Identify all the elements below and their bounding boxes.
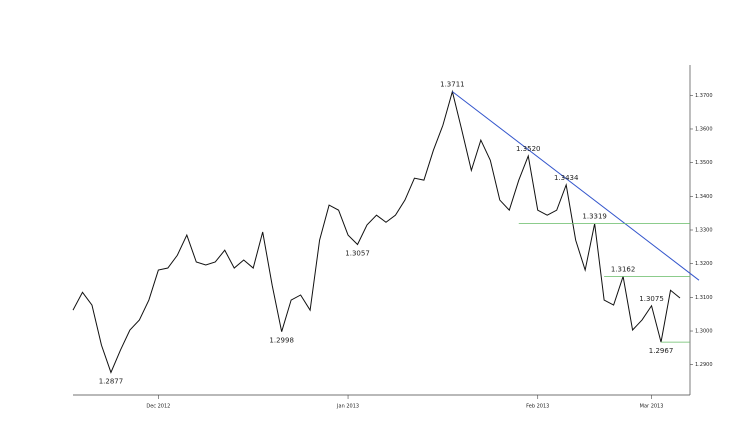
trendline — [452, 91, 700, 281]
y-tick-label: 1.3000 — [695, 329, 713, 335]
y-tick-label: 1.3400 — [695, 194, 713, 200]
annotation: 1.3057 — [345, 249, 370, 257]
y-tick-label: 1.3300 — [695, 228, 713, 234]
y-tick-label: 1.2900 — [695, 362, 713, 368]
annotation: 1.2967 — [649, 347, 674, 355]
annotation: 1.3434 — [554, 174, 579, 182]
annotation: 1.2877 — [99, 377, 124, 385]
x-month-label: Dec 2012 — [146, 404, 170, 410]
annotation: 1.3075 — [639, 295, 664, 303]
x-month-label: Jan 2013 — [336, 404, 359, 410]
x-month-label: Mar 2013 — [640, 404, 664, 410]
price-line — [72, 89, 681, 374]
y-tick-label: 1.3700 — [695, 93, 713, 99]
annotation: 1.3319 — [582, 213, 607, 221]
y-tick-label: 1.3600 — [695, 126, 713, 132]
annotation: 1.3520 — [516, 145, 541, 153]
x-month-label: Feb 2013 — [526, 404, 549, 410]
annotation: 1.3711 — [440, 81, 465, 89]
y-tick-label: 1.3100 — [695, 295, 713, 301]
y-tick-label: 1.3200 — [695, 261, 713, 267]
annotation: 1.3162 — [611, 265, 636, 273]
y-tick-label: 1.3500 — [695, 160, 713, 166]
annotation: 1.2998 — [269, 337, 294, 345]
